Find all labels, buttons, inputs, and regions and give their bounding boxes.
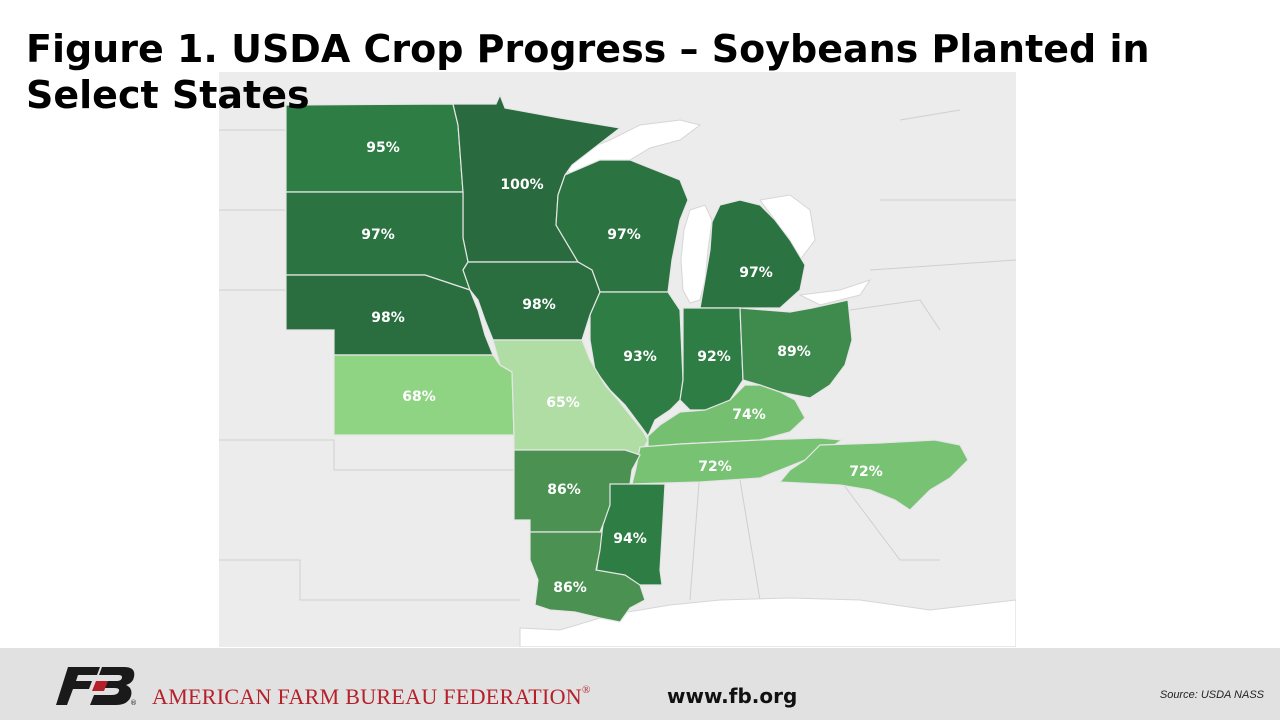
label-kentucky: 74%: [732, 407, 766, 423]
organization-name: AMERICAN FARM BUREAU FEDERATION®: [152, 684, 591, 710]
label-iowa: 98%: [522, 297, 556, 313]
label-north-carolina: 72%: [849, 464, 883, 480]
lake-michigan: [680, 204, 713, 304]
website-link[interactable]: www.fb.org: [667, 684, 798, 708]
states-layer: [285, 93, 969, 623]
label-missouri: 65%: [546, 395, 580, 411]
lake-erie: [798, 279, 872, 306]
state-wisconsin: [555, 159, 689, 293]
state-michigan: [699, 199, 806, 309]
registered-mark: ®: [581, 684, 591, 696]
label-louisiana: 86%: [553, 580, 587, 596]
state-louisiana: [529, 531, 646, 623]
label-wisconsin: 97%: [607, 227, 641, 243]
svg-text:®: ®: [130, 699, 137, 707]
footer-bar: [0, 648, 1280, 720]
map-panel: 95% 100% 97% 97% 97% 98% 98% 93% 92% 89%…: [219, 72, 1016, 647]
label-indiana: 92%: [697, 349, 731, 365]
label-south-dakota: 97%: [361, 227, 395, 243]
label-michigan: 97%: [739, 265, 773, 281]
label-illinois: 93%: [623, 349, 657, 365]
gulf-of-mexico: [519, 597, 1016, 647]
label-ohio: 89%: [777, 344, 811, 360]
label-kansas: 68%: [402, 389, 436, 405]
label-arkansas: 86%: [547, 482, 581, 498]
state-nebraska: [285, 274, 494, 356]
label-north-dakota: 95%: [366, 140, 400, 156]
us-map: 95% 100% 97% 97% 97% 98% 98% 93% 92% 89%…: [219, 72, 1016, 647]
state-ohio: [739, 299, 853, 399]
farm-bureau-logo: ®: [56, 667, 137, 707]
neighbor-borders: [219, 109, 1016, 601]
state-labels: 95% 100% 97% 97% 97% 98% 98% 93% 92% 89%…: [361, 140, 883, 596]
label-mississippi: 94%: [613, 531, 647, 547]
water-bodies: [519, 119, 1016, 647]
label-tennessee: 72%: [698, 459, 732, 475]
label-nebraska: 98%: [371, 310, 405, 326]
figure-title: Figure 1. USDA Crop Progress – Soybeans …: [26, 27, 1150, 117]
label-minnesota: 100%: [500, 177, 543, 193]
state-north-carolina: [778, 439, 969, 511]
source-note: Source: USDA NASS: [1159, 689, 1264, 701]
organization-name-text: AMERICAN FARM BUREAU FEDERATION: [152, 684, 582, 709]
